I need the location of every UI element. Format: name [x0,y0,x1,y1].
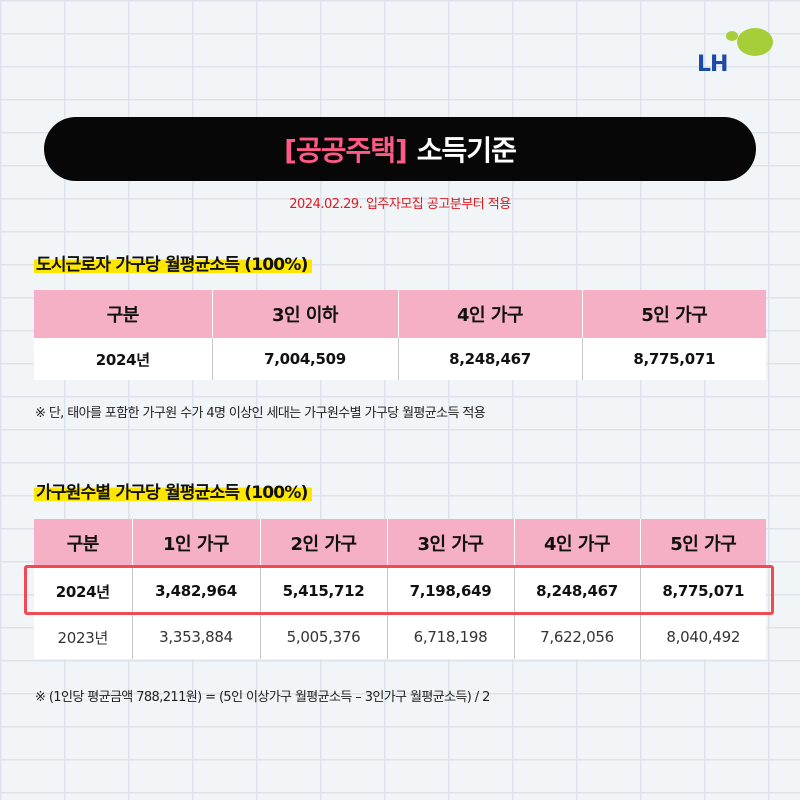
table-cell: 8,248,467 [397,338,582,380]
title-bar: [공공주택] 소득기준 [44,117,756,181]
table-cell: 7,622,056 [513,615,640,659]
table-cell: 3,353,884 [131,615,260,659]
logo-text: LH [697,52,728,77]
section2-label: 가구원수별 가구당 월평균소득 (100%) [34,478,312,503]
header-cell: 3인 가구 [386,519,514,567]
header-cell: 3인 이하 [211,290,398,338]
table-cell: 8,248,467 [513,567,640,615]
table-cell: 8,775,071 [639,567,766,615]
table-cell: 7,004,509 [211,338,398,380]
header-cell: 구분 [34,290,212,338]
section1-label: 도시근로자 가구당 월평균소득 (100%) [34,250,312,275]
header-cell: 4인 가구 [513,519,640,567]
header-cell: 5인 가구 [581,290,766,338]
table-cell: 2023년 [34,615,132,659]
table-cell: 8,040,492 [639,615,766,659]
section2-note: ※ (1인당 평균금액 788,211원) = (5인 이상가구 월평균소득 –… [35,690,490,705]
lh-logo-icon [726,28,773,56]
title-accent: [공공주택] [284,134,408,167]
table-cell: 5,415,712 [259,567,387,615]
table-cell: 8,775,071 [581,338,766,380]
table-header-row: 구분 3인 이하 4인 가구 5인 가구 [34,290,766,338]
table-cell: 3,482,964 [131,567,260,615]
table-row-2024: 2024년 3,482,964 5,415,712 7,198,649 8,24… [34,567,766,615]
income-table-urban: 구분 3인 이하 4인 가구 5인 가구 2024년 7,004,509 8,2… [34,290,766,380]
table-row-2023: 2023년 3,353,884 5,005,376 6,718,198 7,62… [34,615,766,659]
table-cell: 2024년 [34,338,212,380]
header-cell: 2인 가구 [259,519,387,567]
table-cell: 6,718,198 [386,615,514,659]
header-cell: 5인 가구 [639,519,766,567]
section1-note: ※ 단, 태아를 포함한 가구원 수가 4명 이상인 세대는 가구원수별 가구당… [35,406,486,421]
header-cell: 구분 [34,519,132,567]
subtitle: 2024.02.29. 입주자모집 공고분부터 적용 [289,197,511,212]
table-cell: 2024년 [34,567,132,615]
table-row: 2024년 7,004,509 8,248,467 8,775,071 [34,338,766,380]
table-header-row: 구분 1인 가구 2인 가구 3인 가구 4인 가구 5인 가구 [34,519,766,567]
table-cell: 7,198,649 [386,567,514,615]
income-table-household: 구분 1인 가구 2인 가구 3인 가구 4인 가구 5인 가구 2024년 3… [34,519,766,659]
header-cell: 4인 가구 [397,290,582,338]
table-cell: 5,005,376 [259,615,387,659]
header-cell: 1인 가구 [131,519,260,567]
title-text: 소득기준 [416,134,517,167]
lh-logo: LH [697,22,777,82]
